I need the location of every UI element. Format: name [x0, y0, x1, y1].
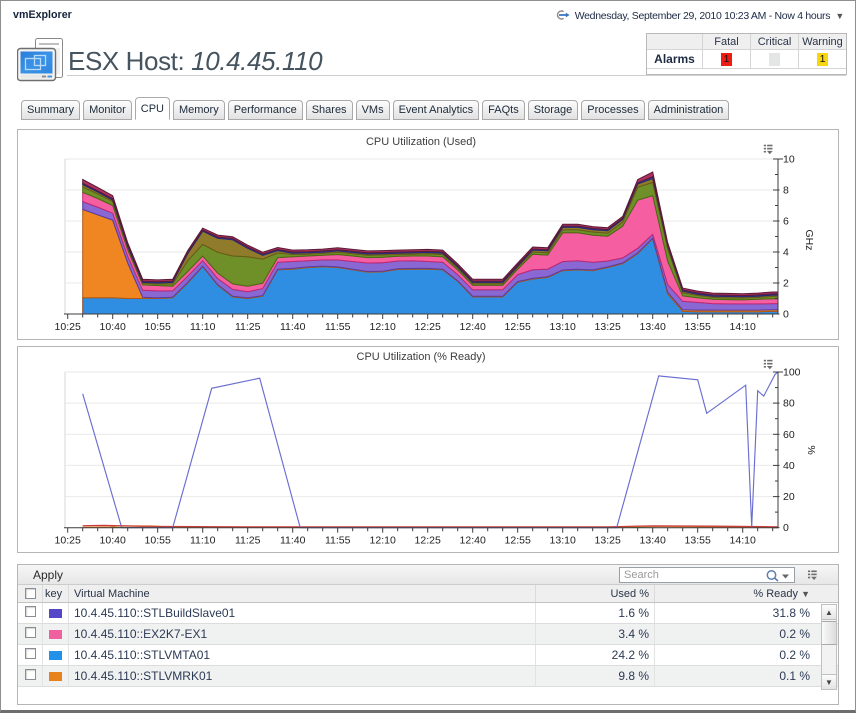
- svg-text:CPU Utilization (Used): CPU Utilization (Used): [366, 136, 476, 148]
- svg-text:%: %: [805, 445, 817, 454]
- svg-text:11:10: 11:10: [190, 535, 216, 547]
- svg-text:4: 4: [783, 247, 789, 259]
- svg-text:11:25: 11:25: [235, 535, 261, 547]
- svg-text:GHz: GHz: [803, 230, 815, 251]
- svg-text:13:40: 13:40: [640, 535, 666, 547]
- svg-text:11:40: 11:40: [280, 321, 306, 333]
- svg-text:10:25: 10:25: [55, 535, 81, 547]
- svg-text:13:40: 13:40: [640, 321, 666, 333]
- svg-text:0: 0: [783, 522, 789, 534]
- svg-text:60: 60: [783, 429, 795, 441]
- svg-text:12:25: 12:25: [415, 535, 441, 547]
- svg-text:11:55: 11:55: [325, 535, 351, 547]
- svg-text:80: 80: [783, 398, 795, 410]
- svg-text:11:25: 11:25: [235, 321, 261, 333]
- svg-text:2: 2: [783, 278, 789, 290]
- svg-text:12:25: 12:25: [415, 321, 441, 333]
- svg-text:13:25: 13:25: [595, 321, 621, 333]
- svg-text:11:55: 11:55: [325, 321, 351, 333]
- svg-text:13:10: 13:10: [550, 321, 576, 333]
- svg-text:12:55: 12:55: [505, 535, 531, 547]
- svg-text:13:10: 13:10: [550, 535, 576, 547]
- svg-text:12:40: 12:40: [460, 321, 486, 333]
- svg-text:13:55: 13:55: [685, 535, 711, 547]
- svg-text:10:40: 10:40: [100, 535, 126, 547]
- svg-text:10:55: 10:55: [145, 321, 171, 333]
- svg-text:CPU Utilization (% Ready): CPU Utilization (% Ready): [357, 351, 486, 363]
- svg-text:10:40: 10:40: [100, 321, 126, 333]
- svg-text:12:55: 12:55: [505, 321, 531, 333]
- svg-text:11:10: 11:10: [190, 321, 216, 333]
- svg-text:10:25: 10:25: [55, 321, 81, 333]
- svg-text:12:10: 12:10: [370, 321, 396, 333]
- svg-text:0: 0: [783, 309, 789, 321]
- svg-text:12:40: 12:40: [460, 535, 486, 547]
- svg-text:13:25: 13:25: [595, 535, 621, 547]
- svg-text:20: 20: [783, 491, 795, 503]
- svg-text:40: 40: [783, 460, 795, 472]
- svg-text:12:10: 12:10: [370, 535, 396, 547]
- svg-text:13:55: 13:55: [685, 321, 711, 333]
- svg-text:10: 10: [783, 154, 795, 166]
- svg-text:100: 100: [783, 367, 801, 379]
- svg-text:6: 6: [783, 216, 789, 228]
- svg-text:11:40: 11:40: [280, 535, 306, 547]
- svg-text:8: 8: [783, 185, 789, 197]
- svg-text:10:55: 10:55: [145, 535, 171, 547]
- svg-text:14:10: 14:10: [730, 535, 756, 547]
- svg-text:14:10: 14:10: [730, 321, 756, 333]
